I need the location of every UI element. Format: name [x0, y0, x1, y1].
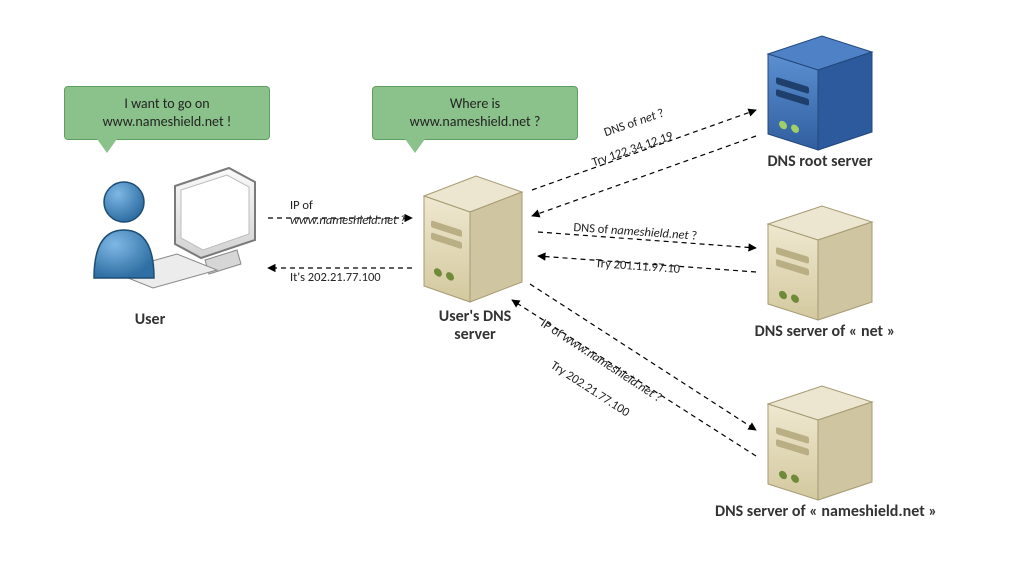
edge-label: DNS of nameshield.net ? — [573, 220, 698, 244]
node-resolver — [418, 170, 528, 313]
edge-line — [530, 284, 756, 430]
caption-root: DNS root server — [730, 152, 910, 171]
bubble-resolver-line1: Where is — [385, 95, 565, 113]
node-nameshield — [760, 380, 880, 513]
caption-user: User — [110, 310, 190, 329]
caption-resolver: User's DNS server — [420, 308, 530, 345]
node-net — [760, 200, 880, 333]
server-icon — [760, 380, 880, 508]
bubble-resolver-line2: www.nameshield.net ? — [385, 113, 565, 131]
dns-diagram: I want to go on www.nameshield.net ! Whe… — [0, 0, 1024, 576]
caption-nameshield: DNS server of « nameshield.net » — [676, 502, 976, 521]
bubble-user: I want to go on www.nameshield.net ! — [64, 86, 270, 140]
user-icon — [80, 160, 270, 300]
edge-label: It's 202.21.77.100 — [290, 270, 381, 285]
bubble-user-line2: www.nameshield.net ! — [77, 113, 257, 131]
edge-label: Try 122.34.12.19 — [590, 128, 675, 170]
caption-net: DNS server of « net » — [720, 322, 930, 341]
bubble-resolver: Where is www.nameshield.net ? — [372, 86, 578, 140]
server-icon — [418, 170, 528, 308]
server-icon — [760, 30, 880, 158]
edge-label: Try 201.11.97.10 — [595, 256, 681, 277]
bubble-user-line1: I want to go on — [77, 95, 257, 113]
edge-label: IP ofwww.nameshield.net ? — [290, 198, 406, 228]
server-icon — [760, 200, 880, 328]
node-root — [760, 30, 880, 163]
node-user — [80, 160, 270, 320]
